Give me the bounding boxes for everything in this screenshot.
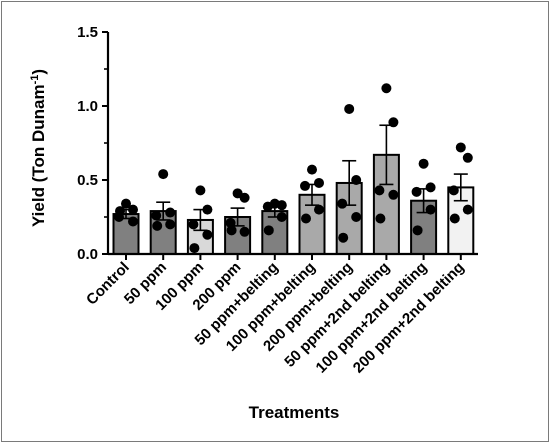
data-point-2-1 xyxy=(158,169,169,180)
data-point-2-4 xyxy=(165,219,176,230)
axes-group xyxy=(102,31,478,260)
y-tick-label-3: 1.0 xyxy=(77,98,98,115)
data-point-1-1 xyxy=(121,198,131,209)
y-tick-label-4: 1.5 xyxy=(77,24,98,41)
x-axis-title: Treatments xyxy=(249,403,340,422)
bars-group xyxy=(112,153,475,256)
error-bar-10 xyxy=(453,173,468,202)
data-point-8-1 xyxy=(381,83,392,94)
y-tick-label-1: 0.0 xyxy=(77,246,98,263)
data-point-7-5 xyxy=(338,232,349,243)
data-point-2-5 xyxy=(152,220,163,231)
data-point-1-2 xyxy=(128,204,138,215)
data-point-10-4 xyxy=(462,204,473,215)
data-point-6-5 xyxy=(301,213,311,224)
data-point-7-1 xyxy=(344,103,355,114)
data-point-9-2 xyxy=(425,182,436,193)
data-point-2-2 xyxy=(165,207,176,218)
data-point-3-1 xyxy=(195,185,206,196)
data-point-3-2 xyxy=(202,204,213,215)
y-axis-title-superscript: -1 xyxy=(29,75,41,85)
data-point-3-4 xyxy=(202,229,213,240)
data-point-5-5 xyxy=(263,225,274,236)
y-tick-label-2: 0.5 xyxy=(77,172,98,189)
data-point-4-5 xyxy=(226,225,237,236)
data-point-8-2 xyxy=(388,117,399,128)
data-point-7-2 xyxy=(351,175,362,185)
data-point-8-5 xyxy=(375,213,386,224)
data-point-5-2 xyxy=(276,200,287,211)
y-axis-title-main: Yield (Ton Dunam xyxy=(29,84,48,227)
data-point-2-3 xyxy=(151,210,162,221)
data-point-10-2 xyxy=(462,152,473,163)
data-point-10-3 xyxy=(448,185,459,196)
data-point-7-4 xyxy=(351,212,362,222)
y-axis-title-close: ) xyxy=(29,69,48,75)
data-point-4-4 xyxy=(239,226,250,237)
data-point-4-3 xyxy=(225,217,236,228)
data-point-9-1 xyxy=(418,158,429,169)
data-point-6-4 xyxy=(314,204,324,215)
data-point-3-3 xyxy=(188,219,199,230)
y-axis-title: Yield (Ton Dunam-1) xyxy=(29,69,48,227)
data-point-1-5 xyxy=(115,206,125,217)
data-point-8-4 xyxy=(388,189,399,200)
data-points-group xyxy=(114,83,473,254)
data-point-5-4 xyxy=(276,212,287,222)
data-point-8-3 xyxy=(374,185,385,196)
data-point-9-4 xyxy=(425,204,436,215)
data-point-6-2 xyxy=(314,177,324,188)
data-point-3-5 xyxy=(189,243,200,254)
data-point-5-3 xyxy=(262,201,273,212)
data-point-10-1 xyxy=(455,142,466,153)
data-point-9-5 xyxy=(412,225,423,236)
data-point-1-4 xyxy=(128,216,138,227)
data-point-4-2 xyxy=(239,192,250,203)
data-point-6-3 xyxy=(300,180,310,191)
error-bar-2 xyxy=(156,201,171,221)
data-point-6-1 xyxy=(307,164,317,175)
data-point-7-3 xyxy=(337,198,348,209)
data-point-10-5 xyxy=(449,213,460,224)
data-point-9-3 xyxy=(411,186,422,197)
y-tick-labels-group: 0.0 0.5 1.0 1.5 xyxy=(77,24,98,263)
